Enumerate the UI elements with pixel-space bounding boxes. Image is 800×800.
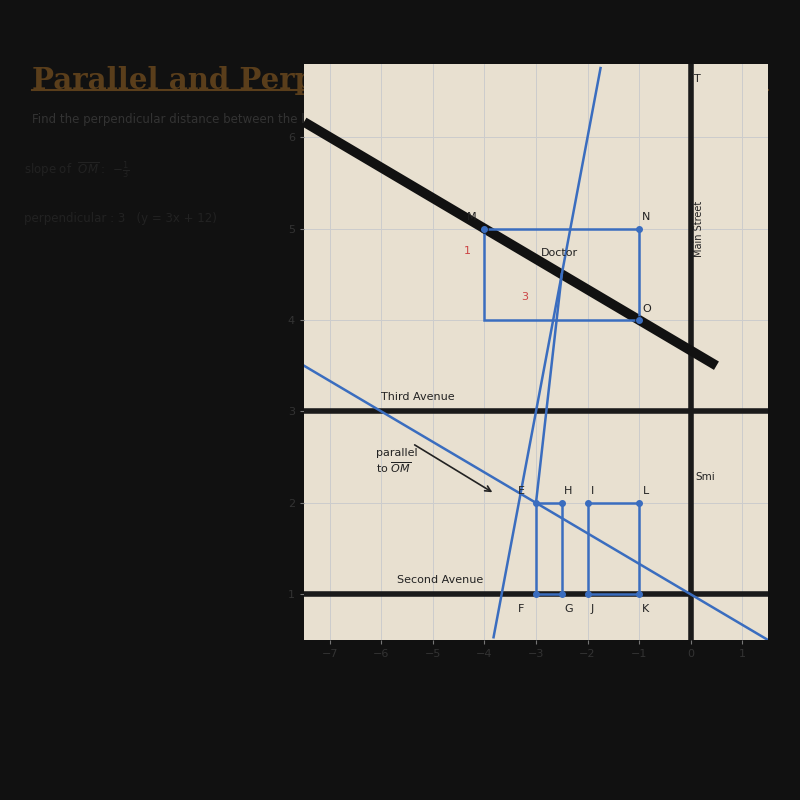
Text: J: J bbox=[590, 605, 594, 614]
Text: Find the perpendicular distance between the line segment OM and the point H.: Find the perpendicular distance between … bbox=[32, 113, 501, 126]
Text: I: I bbox=[591, 486, 594, 497]
Text: Third Avenue: Third Avenue bbox=[382, 393, 455, 402]
Text: K: K bbox=[642, 605, 649, 614]
Text: G: G bbox=[564, 605, 573, 614]
Text: slope of  $\overline{OM}$ :  $-\frac{1}{3}$: slope of $\overline{OM}$ : $-\frac{1}{3}… bbox=[24, 159, 130, 181]
Text: L: L bbox=[642, 486, 649, 497]
Text: M: M bbox=[466, 212, 476, 222]
Text: N: N bbox=[642, 212, 650, 222]
Text: O: O bbox=[642, 304, 651, 314]
Text: parallel
to $\overline{OM}$: parallel to $\overline{OM}$ bbox=[376, 448, 418, 475]
Text: Second Avenue: Second Avenue bbox=[397, 575, 483, 586]
Text: H: H bbox=[564, 486, 573, 497]
Text: Doctor: Doctor bbox=[541, 248, 578, 258]
Text: Parallel and Perpendicular Lines 3: Parallel and Perpendicular Lines 3 bbox=[32, 66, 599, 95]
Text: E: E bbox=[518, 486, 525, 497]
Text: F: F bbox=[518, 605, 524, 614]
Text: 1: 1 bbox=[464, 246, 471, 256]
Text: Main Street: Main Street bbox=[694, 201, 704, 258]
Text: Smi: Smi bbox=[696, 472, 715, 482]
Text: perpendicular : 3   (y = 3x + 12): perpendicular : 3 (y = 3x + 12) bbox=[24, 213, 217, 226]
Text: T: T bbox=[694, 74, 701, 84]
Text: 3: 3 bbox=[522, 292, 529, 302]
